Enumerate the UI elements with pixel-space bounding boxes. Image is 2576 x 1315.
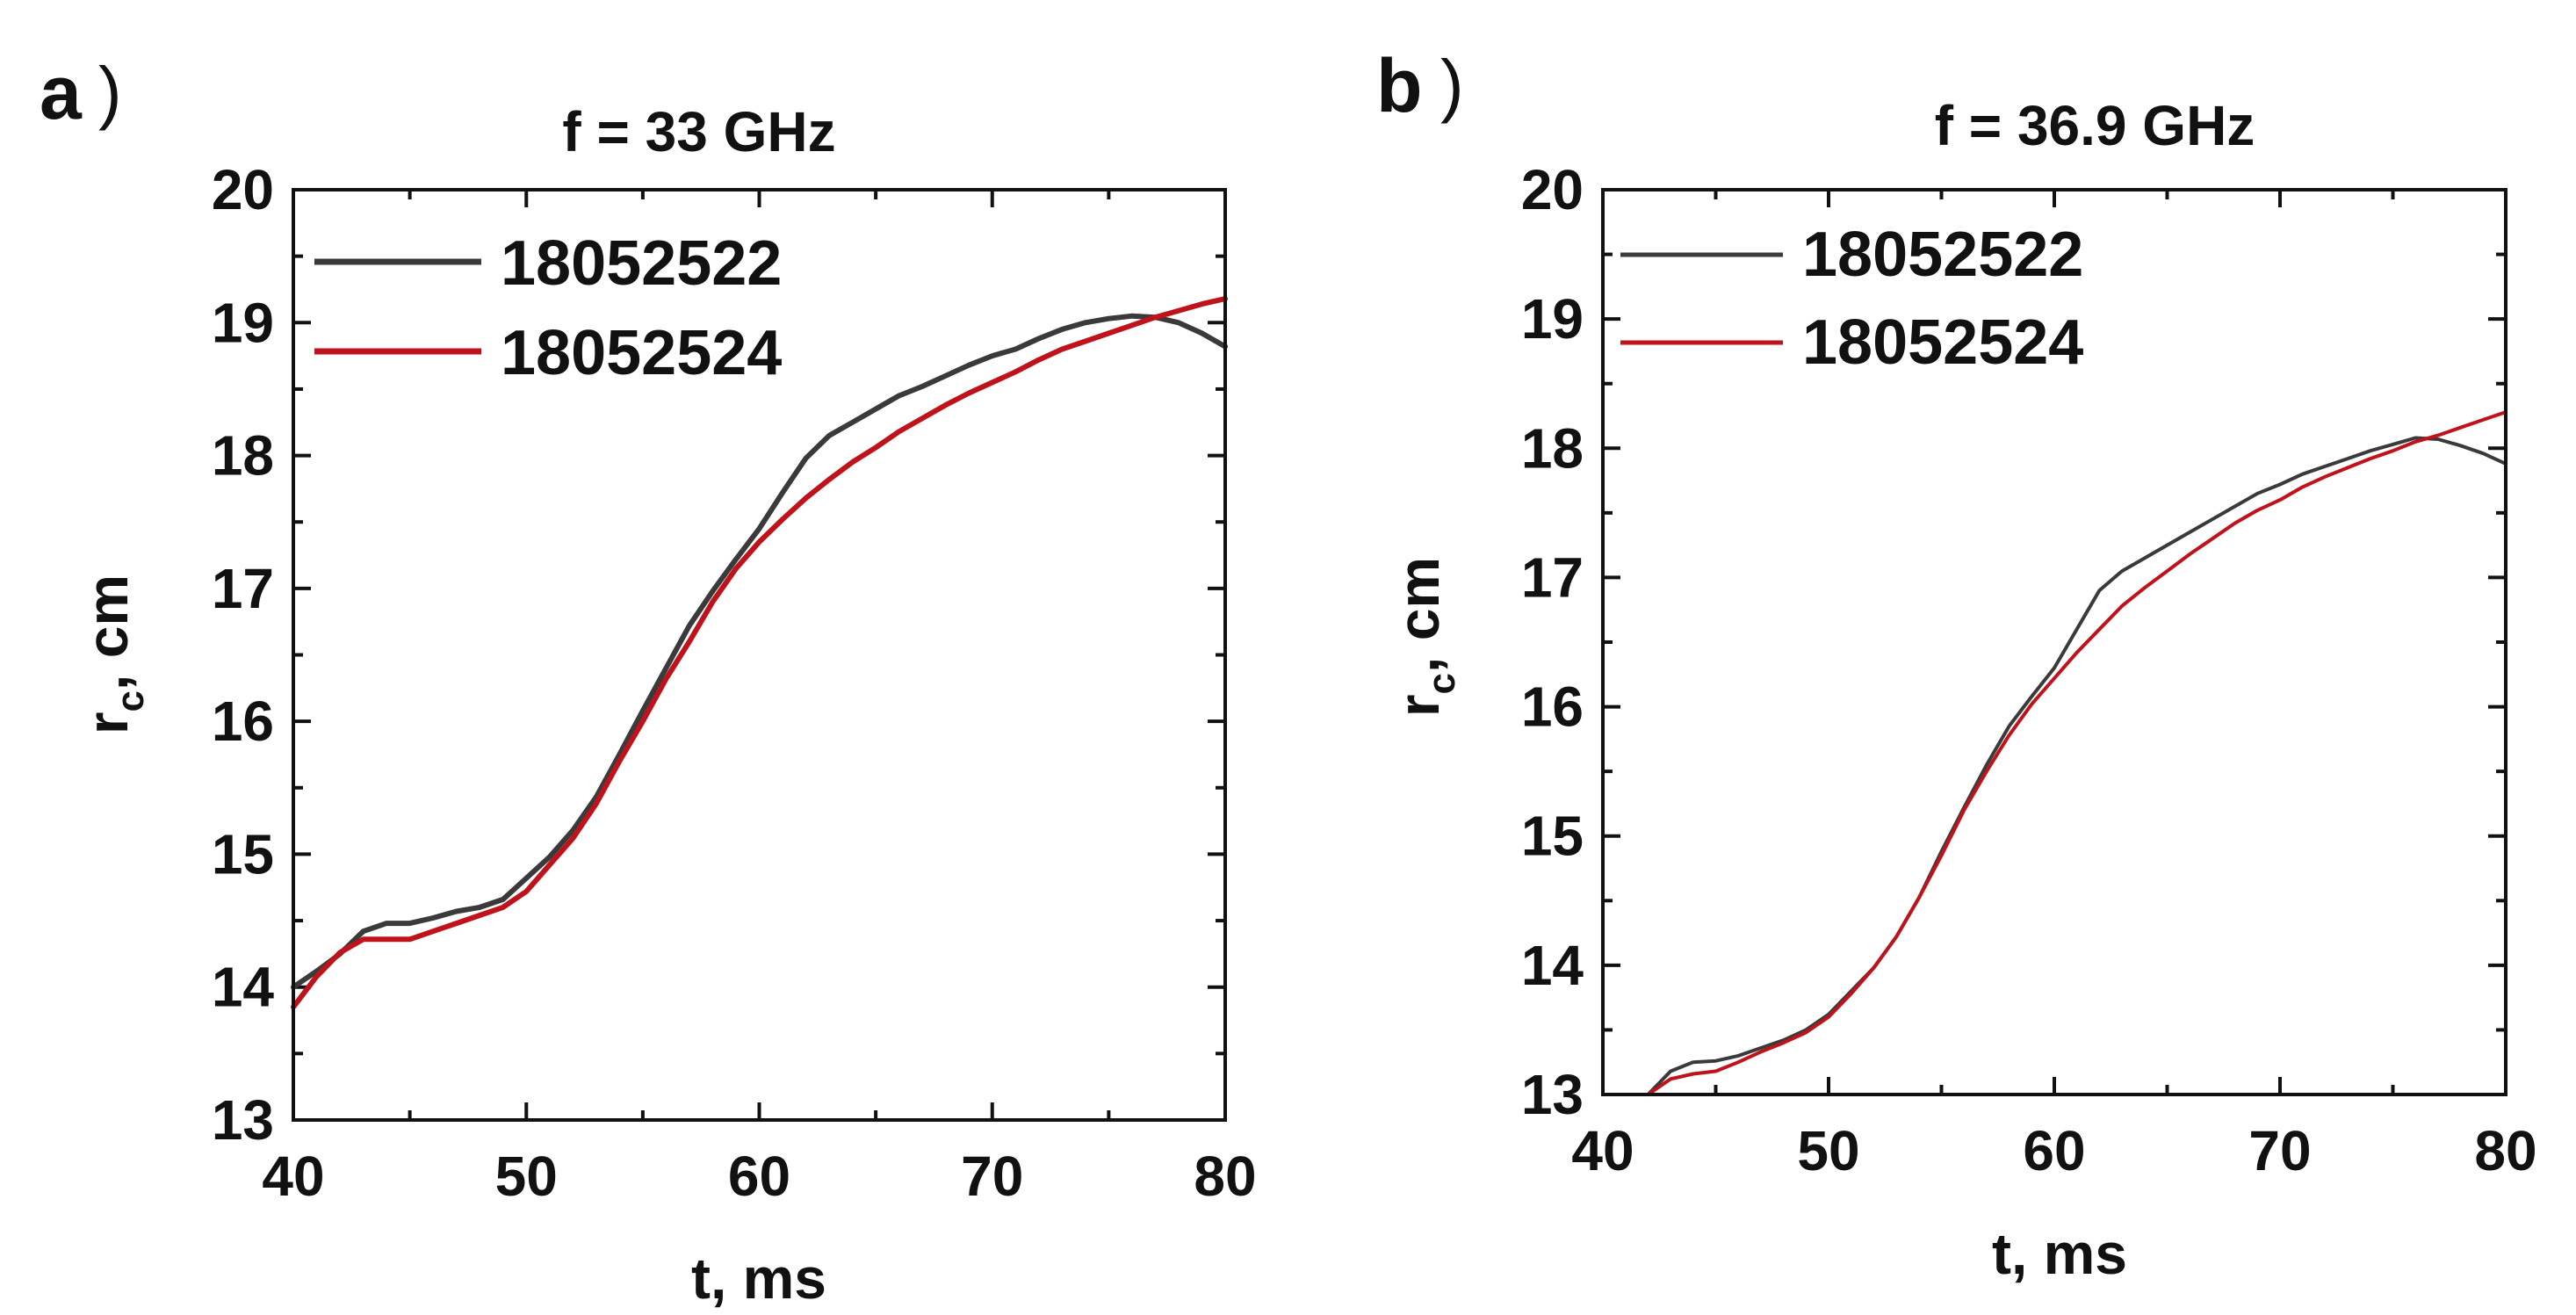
y-axis-title-rest-b: , cm [1386, 557, 1451, 673]
panel-label-a: a [40, 51, 83, 135]
x-axis-title-b: t, ms [1992, 1221, 2127, 1286]
x-axis-title-a: t, ms [691, 1246, 826, 1311]
x-tick-label: 80 [1194, 1145, 1256, 1208]
x-tick-label: 60 [728, 1145, 790, 1208]
series-lines-a [291, 296, 1228, 1010]
x-tick-label: 50 [495, 1145, 558, 1208]
y-tick-label: 14 [1521, 934, 1584, 997]
chart-panel-a: a ) f = 33 GHz 13 14 15 16 17 18 19 20 40 50 60 70… [40, 51, 1257, 1311]
y-tick-labels-a: 13 14 15 16 17 18 19 20 [212, 158, 275, 1152]
legend-b: 18052522 18052524 [1620, 220, 2083, 378]
series-line-18052524 [1646, 410, 2507, 1096]
y-axis-title-main-b: r [1386, 694, 1451, 717]
x-tick-labels-a: 40 50 60 70 80 [262, 1145, 1256, 1208]
y-tick-label: 15 [212, 822, 274, 885]
y-tick-label: 19 [1521, 287, 1584, 350]
x-tick-labels-b: 40 50 60 70 80 [1571, 1119, 2536, 1182]
y-tick-label: 16 [1521, 676, 1584, 739]
series-line-18052522 [1646, 436, 2507, 1096]
series-line-18052524 [291, 296, 1228, 1010]
x-tick-label: 70 [961, 1145, 1023, 1208]
series-line-18052522 [291, 313, 1228, 990]
y-axis-title-a: rc, cm [75, 574, 152, 734]
y-axis-title-sub-a: c [109, 690, 152, 712]
y-tick-label: 13 [1521, 1063, 1584, 1126]
x-tick-label: 80 [2474, 1119, 2536, 1182]
legend-label-18052524-b: 18052524 [1802, 307, 2083, 378]
panel-paren-b: ) [1440, 46, 1464, 124]
panel-label-b: b [1376, 44, 1423, 128]
y-axis-title-sub-b: c [1420, 673, 1463, 694]
chart-title-a: f = 33 GHz [562, 100, 835, 163]
y-tick-label: 20 [1521, 158, 1584, 221]
y-tick-labels-b: 13 14 15 16 17 18 19 20 [1521, 158, 1584, 1126]
x-tick-label: 60 [2023, 1119, 2085, 1182]
y-tick-label: 14 [212, 956, 275, 1019]
y-tick-label: 18 [212, 424, 274, 488]
x-tick-label: 40 [262, 1145, 324, 1208]
svg-text:rc, cm: rc, cm [75, 574, 152, 734]
x-tick-label: 40 [1571, 1119, 1634, 1182]
plot-frame-b [1601, 188, 2507, 1096]
legend-a: 18052522 18052524 [314, 228, 782, 388]
y-tick-label: 17 [212, 557, 274, 620]
y-tick-label: 17 [1521, 546, 1584, 609]
chart-title-b: f = 36.9 GHz [1935, 94, 2255, 157]
x-tick-label: 70 [2248, 1119, 2311, 1182]
y-axis-title-b: rc, cm [1386, 557, 1463, 717]
legend-label-18052524-a: 18052524 [501, 318, 782, 388]
y-tick-label: 18 [1521, 416, 1584, 480]
y-tick-label: 20 [212, 158, 274, 221]
y-tick-label: 15 [1521, 805, 1584, 868]
y-axis-title-rest-a: , cm [75, 574, 140, 690]
y-axis-title-main-a: r [75, 712, 140, 734]
y-tick-label: 16 [212, 690, 274, 753]
y-tick-label: 19 [212, 291, 274, 354]
legend-label-18052522-b: 18052522 [1802, 220, 2083, 290]
series-lines-b [1646, 410, 2507, 1096]
plot-frame-a [292, 188, 1227, 1122]
chart-panel-b: b ) f = 36.9 GHz 13 14 15 16 17 18 19 20 40 50 60… [1376, 44, 2537, 1286]
legend-label-18052522-a: 18052522 [501, 228, 782, 299]
x-tick-label: 50 [1797, 1119, 1859, 1182]
y-tick-label: 13 [212, 1088, 274, 1152]
panel-paren-a: ) [98, 53, 122, 131]
svg-text:rc, cm: rc, cm [1386, 557, 1463, 717]
